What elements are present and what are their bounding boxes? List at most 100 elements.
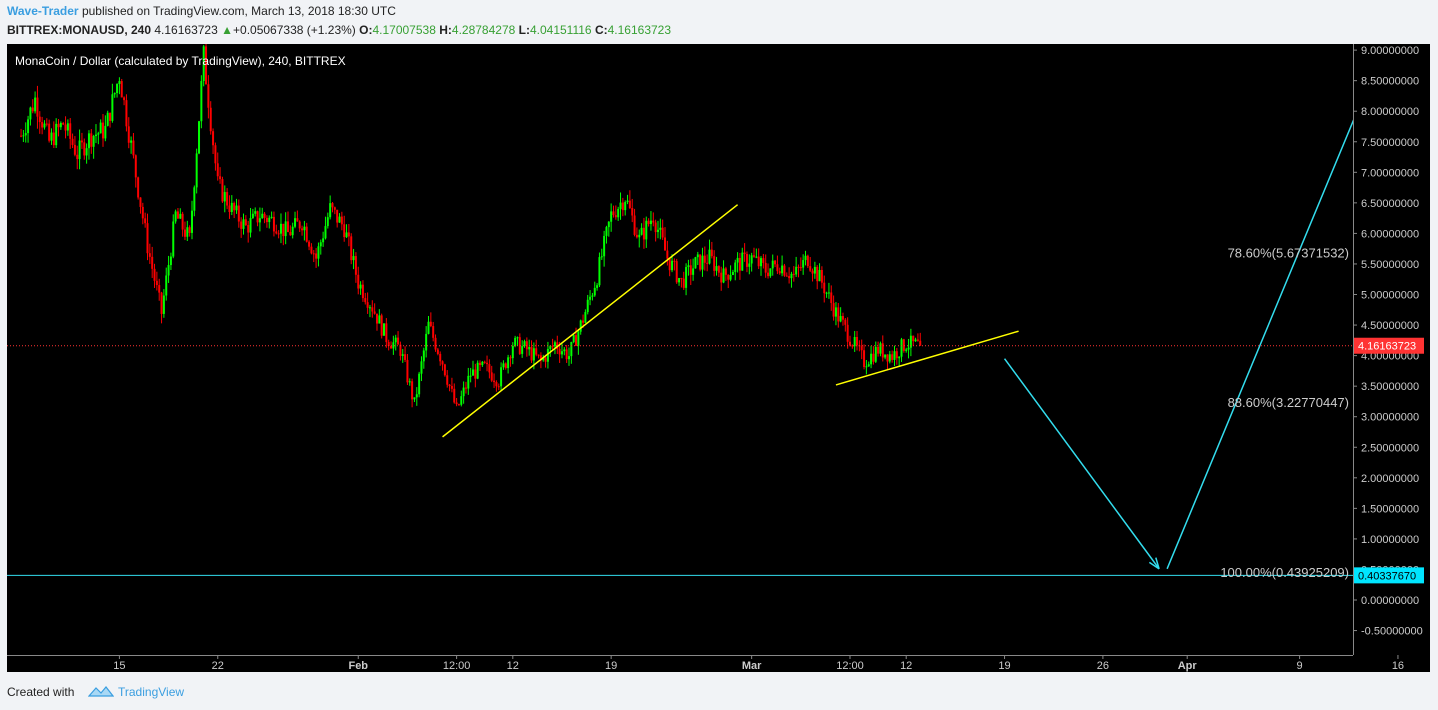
candle-down [144, 218, 147, 224]
price-change: +0.05067338 (+1.23%) [233, 23, 356, 37]
candle-down [439, 353, 442, 362]
candle-down [710, 249, 713, 257]
candle-down [664, 237, 667, 251]
candle-up [469, 375, 472, 377]
candle-down [816, 266, 819, 282]
chart-area[interactable]: 78.60%(5.67371532) 88.60%(3.22770447) 100.… [7, 41, 1430, 672]
author-link[interactable]: Wave-Trader [7, 4, 79, 18]
candle-up [24, 133, 27, 136]
candle-down [621, 202, 624, 211]
projection-arrowhead [1148, 561, 1160, 570]
candle-up [528, 347, 531, 350]
candle-down [680, 278, 683, 280]
time-tick-label: 19 [605, 660, 617, 672]
candle-down [244, 219, 247, 226]
level-price-tag [1354, 567, 1424, 584]
candle-down [703, 255, 706, 263]
candle-down [139, 197, 142, 207]
candle-up [392, 342, 395, 349]
candle-down [275, 231, 278, 234]
time-tick-label: Feb [348, 660, 368, 672]
candle-down [429, 321, 432, 327]
candle-down [633, 215, 636, 235]
candle-up [640, 227, 643, 235]
candle-up [172, 221, 175, 257]
candle-down [289, 231, 292, 236]
candle-up [610, 211, 613, 222]
candle-up [568, 356, 570, 360]
candle-down [837, 307, 840, 322]
candle-up [584, 312, 587, 323]
candle-down [160, 292, 163, 314]
candle-down [123, 97, 126, 101]
candle-down [207, 84, 210, 108]
candle-down [497, 386, 500, 388]
candle-up [99, 122, 102, 134]
candle-up [511, 345, 514, 359]
candle-down [582, 320, 585, 323]
candle-up [425, 333, 428, 351]
candle-up [34, 97, 37, 112]
candle-up [589, 296, 592, 300]
candle-down [153, 268, 156, 281]
price-chart[interactable]: 78.60%(5.67371532) 88.60%(3.22770447) 100.… [7, 41, 1430, 672]
candle-down [860, 346, 863, 351]
time-axis[interactable]: 15 22 Feb 12:00 12 19 Mar 12:00 12 19 26 Apr 9 16 [7, 655, 1430, 672]
candle-up [649, 220, 652, 225]
candle-down [373, 311, 376, 314]
candle-up [338, 216, 341, 223]
candle-down [219, 176, 222, 180]
candle-up [549, 346, 552, 349]
price-tick-label: 6.50000000 [1361, 198, 1419, 210]
candle-up [696, 254, 699, 258]
candle-down [151, 256, 154, 269]
tradingview-link[interactable]: TradingView [118, 685, 185, 699]
candle-down [535, 348, 538, 355]
price-axis[interactable]: 9.00000000 8.50000000 8.00000000 7.50000000… [1353, 44, 1430, 672]
candle-up [516, 337, 519, 339]
candle-up [701, 255, 704, 270]
candle-down [916, 339, 919, 341]
candle-down [214, 145, 217, 164]
candle-down [132, 140, 135, 156]
candle-up [92, 135, 95, 147]
candle-down [493, 380, 496, 383]
time-tick-label: 15 [113, 660, 125, 672]
candle-up [401, 354, 404, 356]
candle-down [411, 381, 414, 400]
candle-down [120, 81, 123, 98]
candle-up [907, 347, 910, 350]
candle-up [804, 255, 807, 261]
candle-down [565, 349, 568, 360]
candle-down [331, 203, 334, 208]
candle-up [193, 187, 196, 211]
candle-down [752, 255, 755, 257]
candle-up [242, 219, 245, 229]
candle-up [596, 285, 599, 288]
candle-up [162, 295, 165, 314]
candle-down [272, 216, 275, 232]
candle-up [656, 229, 659, 233]
candle-down [661, 227, 664, 238]
created-with-text: Created with [7, 685, 75, 699]
candle-down [820, 269, 823, 283]
candle-down [387, 342, 390, 346]
candle-up [645, 220, 648, 240]
projection-down-arrow [1003, 358, 1160, 570]
candle-up [43, 123, 46, 128]
time-tick-label: 12 [507, 660, 519, 672]
candle-down [336, 209, 339, 223]
candle-up [198, 121, 201, 154]
candle-up [294, 218, 297, 227]
candle-up [853, 336, 856, 347]
candle-up [59, 122, 62, 128]
candle-up [546, 348, 549, 362]
tradingview-logo-icon[interactable] [88, 684, 114, 698]
candle-down [518, 337, 521, 354]
candle-up [827, 292, 830, 294]
candle-down [774, 260, 777, 265]
time-tick-label: 12:00 [836, 660, 864, 672]
candle-down [247, 225, 250, 233]
candle-down [333, 207, 336, 210]
candle-down [446, 375, 449, 385]
